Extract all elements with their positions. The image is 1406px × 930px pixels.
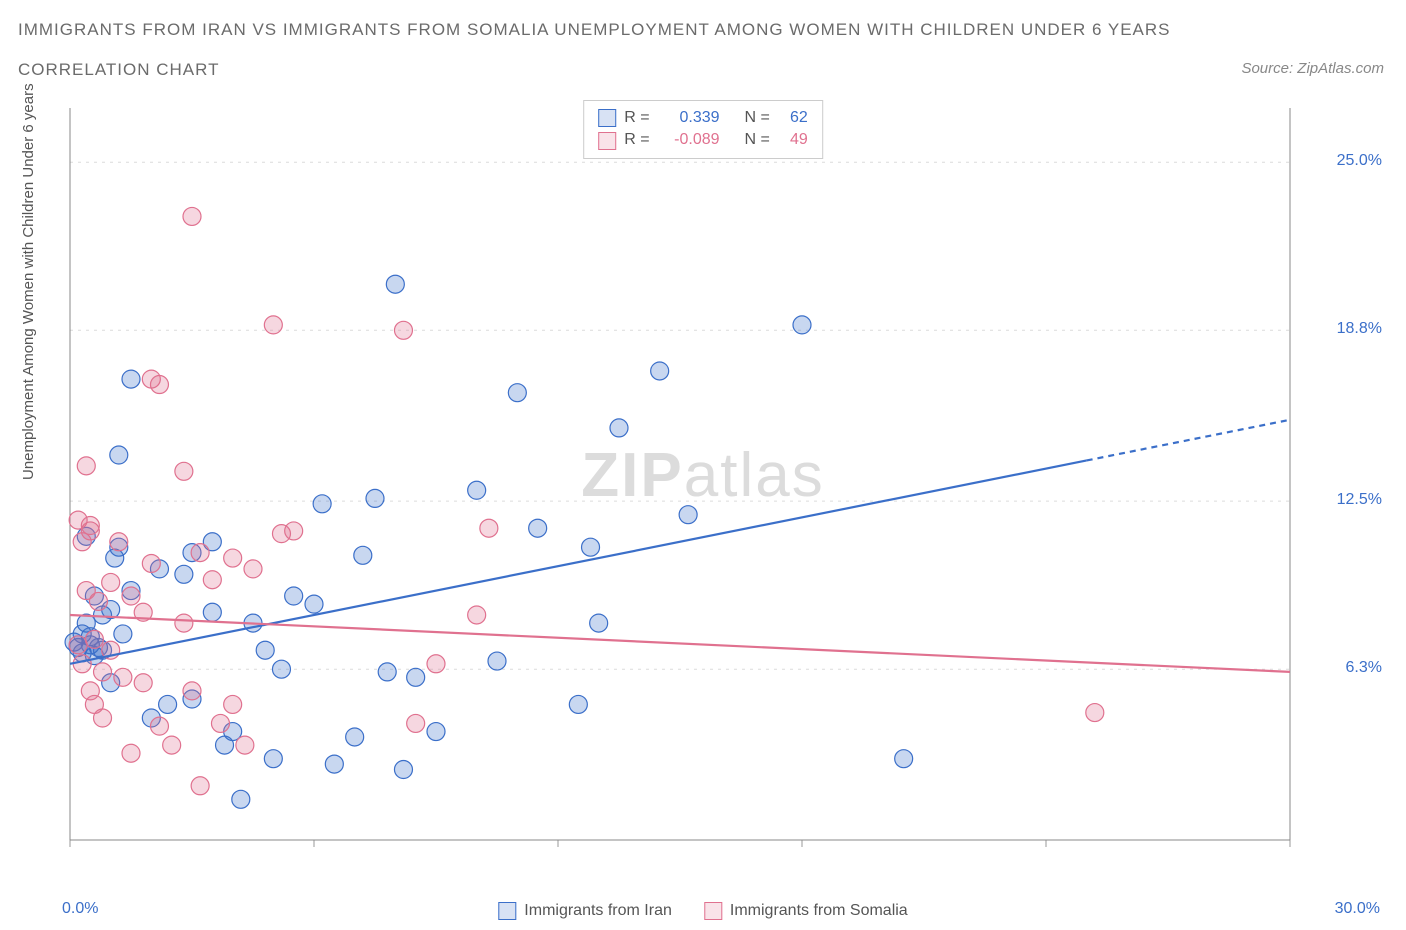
r-value: -0.089 xyxy=(658,129,720,151)
legend-label: Immigrants from Somalia xyxy=(730,902,908,920)
series-swatch xyxy=(598,109,616,127)
n-value: 49 xyxy=(778,129,808,151)
legend-item: Immigrants from Somalia xyxy=(704,902,908,920)
y-axis-label: Unemployment Among Women with Children U… xyxy=(20,83,37,480)
source-label: Source: ZipAtlas.com xyxy=(1241,60,1384,77)
y-tick-label: 18.8% xyxy=(1337,320,1382,338)
y-tick-label: 12.5% xyxy=(1337,491,1382,509)
legend-label: Immigrants from Iran xyxy=(524,902,672,920)
stats-legend-row: R = -0.089 N = 49 xyxy=(598,129,808,151)
chart-title: Immigrants from Iran vs Immigrants from … xyxy=(18,20,1171,40)
legend-item: Immigrants from Iran xyxy=(498,902,672,920)
series-legend: Immigrants from Iran Immigrants from Soma… xyxy=(498,902,907,920)
x-axis-min-label: 0.0% xyxy=(62,900,98,918)
n-value: 62 xyxy=(778,107,808,129)
x-axis-max-label: 30.0% xyxy=(1335,900,1380,918)
scatter-plot xyxy=(60,100,1340,870)
chart-subtitle: Correlation Chart xyxy=(18,60,220,80)
r-value: 0.339 xyxy=(658,107,720,129)
series-swatch xyxy=(498,902,516,920)
y-tick-label: 25.0% xyxy=(1337,152,1382,170)
stats-legend: R = 0.339 N = 62 R = -0.089 N = 49 xyxy=(583,100,823,159)
n-label: N = xyxy=(744,107,769,129)
series-swatch xyxy=(704,902,722,920)
r-label: R = xyxy=(624,129,649,151)
n-label: N = xyxy=(744,129,769,151)
y-tick-label: 6.3% xyxy=(1346,659,1382,677)
stats-legend-row: R = 0.339 N = 62 xyxy=(598,107,808,129)
r-label: R = xyxy=(624,107,649,129)
series-swatch xyxy=(598,132,616,150)
